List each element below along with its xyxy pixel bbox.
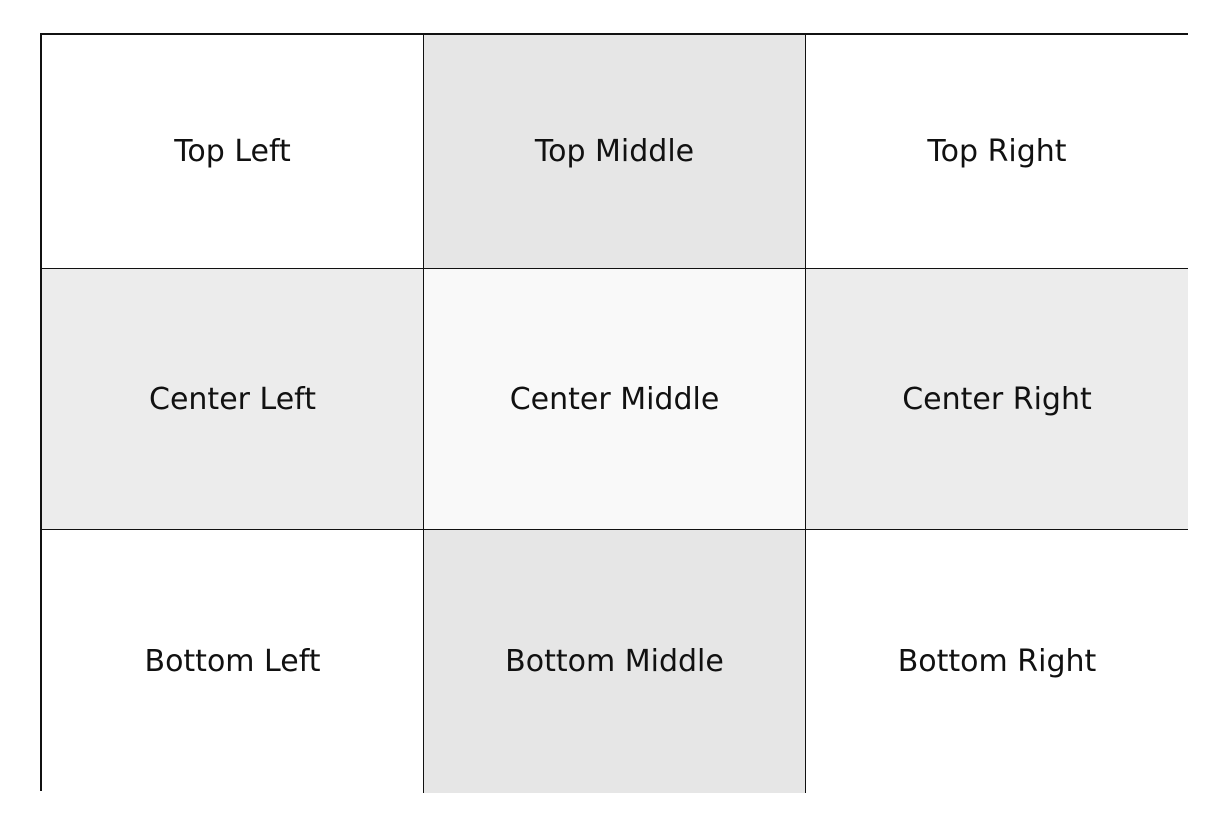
cell-label: Top Right bbox=[927, 134, 1067, 169]
cell-label: Bottom Right bbox=[897, 644, 1097, 679]
cell-label: Center Right bbox=[902, 381, 1092, 417]
cell-center-right: Center Right bbox=[806, 269, 1188, 530]
cell-label: Center Middle bbox=[509, 381, 720, 417]
cell-label: Bottom Left bbox=[144, 644, 321, 679]
cell-center-middle: Center Middle bbox=[424, 269, 806, 530]
cell-top-middle: Top Middle bbox=[424, 35, 806, 269]
cell-bottom-middle: Bottom Middle bbox=[424, 530, 806, 793]
three-by-three-grid: Top Left Top Middle Top Right Center Lef… bbox=[40, 33, 1188, 793]
cell-center-left: Center Left bbox=[42, 269, 424, 530]
cell-label: Top Middle bbox=[534, 134, 695, 169]
cell-label: Top Left bbox=[174, 134, 291, 169]
cell-label: Center Left bbox=[149, 381, 316, 417]
cell-bottom-left: Bottom Left bbox=[42, 530, 424, 793]
cell-top-right: Top Right bbox=[806, 35, 1188, 269]
cell-label: Bottom Middle bbox=[505, 644, 724, 679]
cell-bottom-right: Bottom Right bbox=[806, 530, 1188, 793]
cell-top-left: Top Left bbox=[42, 35, 424, 269]
